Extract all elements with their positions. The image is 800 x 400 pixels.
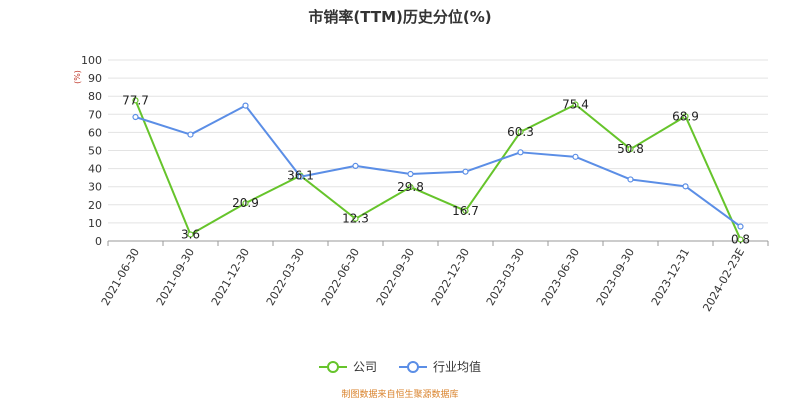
legend-swatch-company	[318, 360, 347, 373]
series-1-point-1	[187, 131, 194, 138]
data-label-2: 20.9	[232, 196, 259, 210]
series-1-point-5	[407, 170, 414, 178]
series-0-point-10	[682, 113, 689, 120]
series-0-point-8	[572, 101, 579, 108]
data-label-10: 68.9	[672, 109, 699, 123]
x-tick-label-4: 2022-06-30	[319, 246, 362, 308]
y-tick-label-30: 30	[88, 181, 102, 194]
y-tick-label-0: 0	[95, 235, 102, 248]
y-tick-label-80: 80	[88, 90, 102, 103]
data-label-7: 60.3	[507, 125, 534, 139]
legend-label-industry-average: 行业均值	[433, 360, 482, 374]
legend: 公司 行业均值	[0, 358, 800, 375]
series-0-point-6	[462, 207, 469, 214]
data-label-1: 3.6	[181, 227, 200, 241]
data-source-note: 制图数据来自恒生聚源数据库	[341, 390, 459, 400]
data-label-4: 12.3	[342, 212, 369, 226]
x-tick-label-10: 2023-12-31	[649, 246, 692, 308]
series-1-point-11	[737, 223, 744, 230]
x-tick-label-3: 2022-03-30	[264, 246, 307, 308]
y-tick-label-100: 100	[81, 54, 102, 67]
data-label-8: 75.4	[562, 98, 589, 112]
y-tick-label-10: 10	[88, 217, 102, 230]
x-tick-label-2: 2021-12-30	[209, 246, 252, 308]
y-tick-label-70: 70	[88, 108, 102, 121]
series-1-point-3	[297, 173, 304, 180]
series-1-point-2	[242, 102, 249, 109]
series-1-point-0	[132, 113, 139, 121]
data-label-3: 36.1	[287, 169, 314, 183]
data-label-5: 29.8	[397, 180, 424, 194]
series-0-point-4	[352, 215, 359, 222]
series-1-point-6	[462, 168, 469, 175]
y-tick-label-60: 60	[88, 126, 102, 139]
x-tick-label-5: 2022-09-30	[374, 246, 417, 308]
series-1-point-10	[682, 183, 689, 190]
series-0-point-11	[737, 236, 744, 243]
y-tick-label-90: 90	[88, 72, 102, 85]
x-tick-label-9: 2023-09-30	[594, 246, 637, 308]
legend-swatch-industry-average	[399, 360, 427, 373]
series-0-point-2	[242, 200, 249, 207]
series-1-point-7	[517, 149, 524, 156]
series-0-point-0	[132, 97, 139, 104]
x-tick-label-8: 2023-06-30	[539, 246, 582, 308]
x-tick-label-7: 2023-03-30	[484, 246, 527, 308]
x-tick-label-0: 2021-06-30	[99, 246, 142, 308]
x-tick-label-1: 2021-09-30	[154, 246, 197, 308]
data-label-9: 50.8	[617, 142, 644, 156]
series-0-point-5	[407, 183, 414, 191]
series-1-point-8	[572, 153, 579, 160]
series-line-0	[134, 99, 742, 240]
x-tick-label-6: 2022-12-30	[429, 246, 472, 308]
data-label-6: 16.7	[452, 204, 479, 218]
legend-item-company[interactable]: 公司	[318, 358, 377, 375]
legend-item-industry-average[interactable]: 行业均值	[399, 358, 481, 375]
series-1-point-4	[352, 162, 359, 169]
chart-title: 市销率(TTM)历史分位(%)	[308, 8, 492, 26]
x-tick-label-11: 2024-02-23E	[700, 246, 747, 314]
series-1-point-9	[627, 176, 634, 183]
y-tick-label-40: 40	[88, 163, 102, 176]
y-tick-label-50: 50	[88, 145, 102, 158]
data-label-11: 0.8	[731, 233, 750, 247]
data-label-0: 77.7	[122, 93, 149, 107]
y-axis-label: (%)	[73, 70, 82, 84]
series-line-1	[135, 104, 742, 228]
series-0-point-9	[627, 145, 634, 153]
legend-label-company: 公司	[352, 360, 377, 374]
series-0-point-1	[187, 231, 194, 238]
series-0-point-7	[517, 128, 524, 135]
y-tick-label-20: 20	[88, 199, 102, 212]
